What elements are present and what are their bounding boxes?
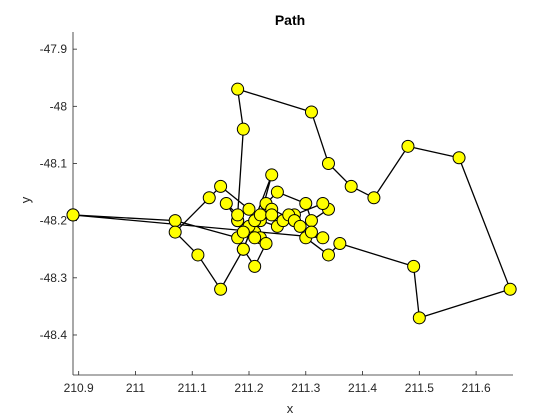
path-point — [191, 248, 205, 262]
x-tick-label: 211.4 — [348, 381, 377, 395]
path-point — [219, 197, 233, 210]
path-point — [253, 208, 267, 222]
path-point — [236, 242, 250, 256]
path-point — [293, 219, 307, 233]
y-tick-label: -48.1 — [40, 156, 68, 170]
path-point — [214, 282, 228, 296]
y-tick-label: -47.9 — [40, 42, 68, 56]
x-tick-label: 211.5 — [405, 381, 434, 395]
y-tick-label: -48.4 — [40, 328, 68, 342]
x-tick-label: 210.9 — [64, 381, 94, 395]
path-point — [265, 208, 279, 222]
path-point — [236, 225, 250, 239]
y-tick-label: -48.3 — [40, 271, 68, 285]
chart-title: Path — [275, 12, 305, 28]
plot-area — [73, 32, 513, 375]
y-tick-label: -48.2 — [40, 214, 68, 228]
path-point — [202, 191, 216, 205]
path-point — [214, 179, 228, 193]
path-point — [367, 191, 381, 205]
y-axis-label: y — [18, 196, 33, 203]
x-axis-label: x — [287, 401, 294, 416]
path-point — [316, 197, 330, 210]
x-tick-label: 211.1 — [178, 381, 207, 395]
x-tick-label: 211 — [126, 381, 145, 395]
x-tick-label: 211.6 — [462, 381, 491, 395]
path-point — [168, 225, 182, 239]
x-tick-label: 211.2 — [234, 381, 263, 395]
path-point — [316, 231, 330, 245]
path-point — [270, 185, 284, 199]
path-point — [168, 214, 182, 228]
path-point — [66, 208, 80, 222]
y-tick-label: -48 — [50, 99, 68, 113]
path-point — [452, 151, 466, 165]
path-point — [503, 282, 517, 296]
path-point — [299, 197, 313, 210]
path-point — [259, 237, 273, 251]
path-point — [344, 179, 358, 193]
path-point — [304, 225, 318, 239]
path-point — [242, 202, 256, 216]
path-point — [333, 237, 347, 251]
path-point — [231, 82, 245, 96]
path-point — [401, 139, 415, 153]
path-point — [304, 105, 318, 119]
path-point — [412, 311, 426, 325]
path-point — [304, 214, 318, 228]
path-point — [231, 208, 245, 222]
path-point — [407, 259, 421, 273]
x-tick-label: 211.3 — [291, 381, 320, 395]
axes — [72, 32, 513, 376]
path-point — [248, 259, 262, 273]
path-point — [265, 168, 279, 182]
path-point — [321, 156, 335, 170]
path-point — [236, 122, 250, 136]
path-markers — [66, 82, 517, 325]
path-point — [321, 248, 335, 262]
tick-labels: 210.9 211 211.1 211.2 211.3 211.4 211.5 211.6 -4… — [40, 42, 491, 395]
path-point — [248, 231, 262, 245]
